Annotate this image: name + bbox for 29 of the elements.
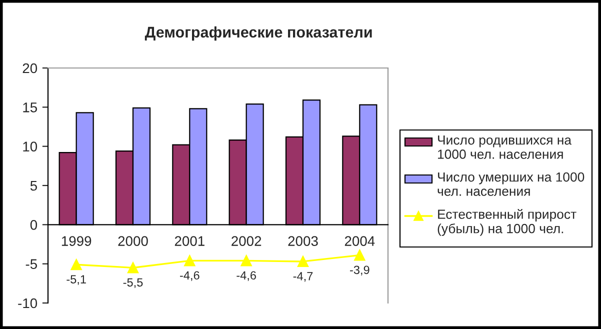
data-label: -5,1 — [66, 275, 86, 285]
chart-title: Демографические показатели — [144, 26, 372, 41]
y-tick-label: 20 — [22, 63, 38, 74]
legend-label: Естественный прирост (убыль) на 1000 чел. — [438, 209, 576, 236]
x-tick-label: 2004 — [344, 236, 375, 246]
data-label: -3,9 — [350, 266, 370, 276]
x-tick-label: 2001 — [174, 236, 204, 246]
y-tick-label: -10 — [18, 298, 38, 308]
y-tick-label: 5 — [30, 180, 37, 191]
point — [127, 262, 139, 274]
legend-label: Число родившихся на 1000 чел. населения — [438, 135, 572, 159]
x-tick-label: 2000 — [118, 236, 148, 246]
point — [354, 250, 366, 261]
point — [70, 259, 82, 270]
data-label: -5,5 — [123, 278, 143, 288]
y-tick-label: 10 — [23, 142, 38, 152]
data-label: -4,7 — [293, 272, 313, 282]
point — [240, 255, 252, 266]
y-tick-label: 15 — [23, 102, 38, 112]
x-tick-label: 1999 — [62, 236, 92, 246]
x-tick-label: 2002 — [232, 236, 262, 246]
y-tick-label: 0 — [30, 220, 38, 230]
data-label: -4,6 — [180, 271, 200, 281]
point — [184, 255, 196, 266]
point — [297, 256, 309, 268]
legend-label: Число умерших на 1000 чел. населения — [438, 172, 584, 196]
x-tick-label: 2003 — [288, 236, 318, 246]
y-tick-label: -5 — [26, 259, 37, 270]
data-label: -4,6 — [236, 271, 256, 281]
